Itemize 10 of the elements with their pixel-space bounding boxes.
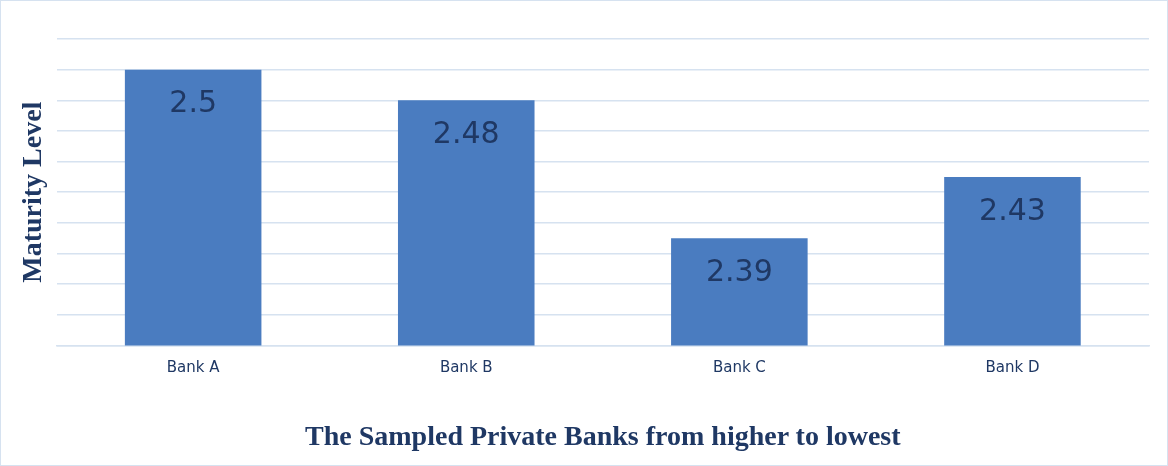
x-tick-label: Bank D: [985, 358, 1040, 377]
data-label: 2.5: [169, 84, 218, 120]
data-label: 2.43: [979, 191, 1046, 227]
x-axis-title: The Sampled Private Banks from higher to lowest: [305, 420, 902, 452]
x-tick-label: Bank C: [712, 358, 766, 377]
data-label: 2.48: [432, 115, 500, 151]
y-axis-title: Maturity Level: [16, 101, 48, 283]
data-label: 2.39: [705, 252, 773, 288]
x-tick-label: Bank B: [439, 358, 493, 377]
x-tick-label: Bank A: [166, 358, 221, 377]
